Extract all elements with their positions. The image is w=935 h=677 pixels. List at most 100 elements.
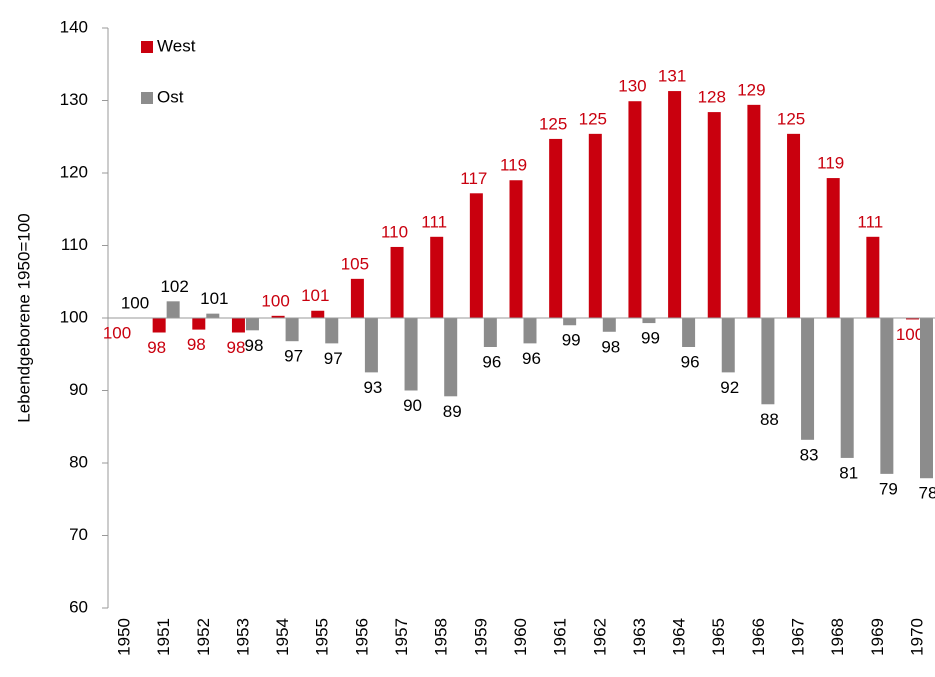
data-label: 119 <box>500 156 527 175</box>
data-label: 100 <box>121 293 149 312</box>
bar <box>906 318 919 320</box>
bar <box>192 318 206 330</box>
x-tick-label: 1962 <box>590 618 609 656</box>
x-tick-label: 1963 <box>630 618 649 656</box>
x-tick-label: 1965 <box>709 618 728 656</box>
data-label: 98 <box>601 337 620 356</box>
x-tick-label: 1970 <box>907 618 926 656</box>
y-tick-label: 100 <box>60 307 88 326</box>
bar <box>311 310 325 318</box>
bar <box>826 178 840 318</box>
bar <box>271 315 285 318</box>
bar <box>350 278 364 318</box>
data-label: 89 <box>443 402 462 421</box>
bar <box>523 318 537 344</box>
x-tick-label: 1958 <box>432 618 451 656</box>
x-tick-label: 1950 <box>114 618 133 656</box>
bar <box>390 246 404 318</box>
bar <box>549 138 563 318</box>
bar <box>245 318 259 331</box>
bar <box>285 318 299 342</box>
x-tick-label: 1956 <box>352 618 371 656</box>
y-tick-label: 120 <box>60 162 88 181</box>
bar <box>668 91 682 318</box>
bar <box>444 318 458 397</box>
bar <box>787 133 801 318</box>
bar <box>840 318 854 458</box>
y-tick-label: 70 <box>69 525 88 544</box>
bar <box>206 313 220 318</box>
y-axis-label: Lebendgeborene 1950=100 <box>14 213 33 422</box>
bar <box>801 318 815 440</box>
data-label: 93 <box>363 378 382 397</box>
data-label: 81 <box>839 463 858 482</box>
data-label: 98 <box>187 335 206 354</box>
legend-swatch <box>141 92 153 104</box>
bar <box>166 301 180 318</box>
x-tick-label: 1952 <box>194 618 213 656</box>
y-tick-label: 130 <box>60 90 88 109</box>
data-label: 101 <box>200 289 228 308</box>
data-label: 98 <box>147 338 166 357</box>
y-tick-label: 90 <box>69 380 88 399</box>
x-tick-label: 1961 <box>551 618 570 656</box>
bar <box>721 318 735 373</box>
bar <box>642 318 656 324</box>
data-label: 101 <box>301 286 329 305</box>
bar <box>364 318 378 373</box>
data-label: 97 <box>284 347 303 366</box>
x-tick-label: 1968 <box>828 618 847 656</box>
data-label: 99 <box>641 329 660 348</box>
x-tick-label: 1959 <box>471 618 490 656</box>
data-label: 79 <box>879 479 898 498</box>
bar <box>707 112 721 318</box>
data-label: 96 <box>681 352 700 371</box>
data-label: 130 <box>618 77 646 96</box>
x-tick-label: 1951 <box>154 618 173 656</box>
data-label: 117 <box>460 169 487 188</box>
x-tick-label: 1954 <box>273 618 292 656</box>
bar <box>628 101 642 318</box>
data-label: 131 <box>658 67 686 86</box>
data-label: 99 <box>562 331 581 350</box>
bar <box>602 318 616 332</box>
data-label: 129 <box>737 80 765 99</box>
x-tick-label: 1967 <box>789 618 808 656</box>
data-label: 83 <box>800 445 819 464</box>
data-label: 111 <box>421 212 447 231</box>
data-label: 100 <box>103 323 131 342</box>
bar <box>469 193 483 318</box>
data-label: 88 <box>760 410 779 429</box>
y-tick-label: 80 <box>69 452 88 471</box>
data-label: 105 <box>341 254 369 273</box>
bar <box>588 133 602 318</box>
bar <box>747 104 761 318</box>
bar <box>325 318 339 344</box>
x-tick-label: 1953 <box>233 618 252 656</box>
x-tick-label: 1969 <box>868 618 887 656</box>
bar <box>152 318 166 333</box>
x-tick-label: 1955 <box>313 618 332 656</box>
data-label: 90 <box>403 396 422 415</box>
bar <box>682 318 696 347</box>
data-label: 125 <box>539 114 567 133</box>
data-label: 125 <box>777 109 805 128</box>
legend-swatch <box>141 41 153 53</box>
data-label: 96 <box>482 352 501 371</box>
data-label: 100 <box>261 291 289 310</box>
bar <box>866 236 880 318</box>
data-label: 98 <box>244 336 263 355</box>
data-label: 128 <box>698 88 726 107</box>
y-tick-label: 60 <box>69 597 88 616</box>
data-label: 96 <box>522 349 541 368</box>
x-tick-label: 1957 <box>392 618 411 656</box>
y-tick-label: 110 <box>61 235 88 254</box>
data-label: 119 <box>817 154 844 173</box>
x-tick-label: 1960 <box>511 618 530 656</box>
bar <box>563 318 577 326</box>
bar <box>509 180 523 318</box>
data-label: 111 <box>857 212 883 231</box>
bar <box>430 236 444 318</box>
data-label: 110 <box>381 222 408 241</box>
